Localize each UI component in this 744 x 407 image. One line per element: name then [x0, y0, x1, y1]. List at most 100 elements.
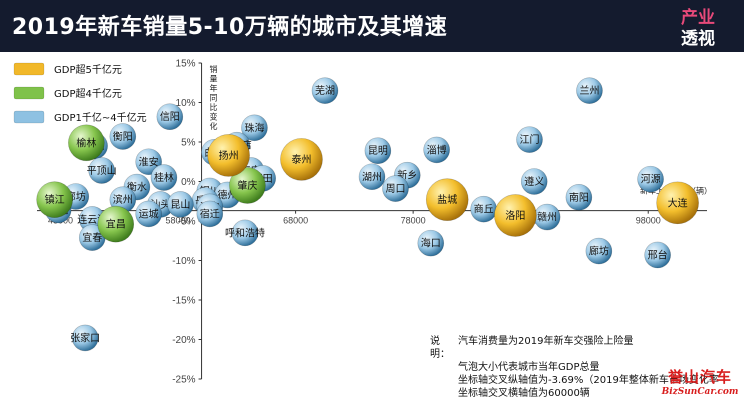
- bubble-circle: [207, 134, 250, 177]
- bubble-label: 商丘: [474, 203, 494, 216]
- bubble-label: 昆明: [368, 145, 388, 157]
- bubble-呼和浩特: 呼和浩特: [225, 219, 265, 247]
- bubble-商丘: 商丘: [470, 195, 497, 223]
- bubble-衡阳: 衡阳: [109, 123, 137, 150]
- note-row: 说明： 汽车消费量为2019年新车交强险上险量: [430, 335, 719, 361]
- note-label: 说明：: [430, 336, 450, 360]
- bubble-circle: [36, 181, 73, 218]
- bubble-label: 兰州: [579, 84, 599, 97]
- bubble-淄博: 淄博: [423, 136, 450, 164]
- bubble-circle: [68, 124, 105, 162]
- bubble-label: 湖州: [362, 171, 382, 183]
- bubble-宜昌: 宜昌: [97, 205, 135, 243]
- bubble-label: 河源: [641, 173, 661, 186]
- bubble-廊坊: 廊坊: [585, 237, 613, 265]
- scatter-chart: 15%10%5%0%-5%-10%-15%-20%-25%48000580006…: [13, 59, 712, 386]
- bubble-宜春: 宜春: [78, 224, 106, 251]
- bubble-label: 平顶山: [87, 165, 117, 177]
- bubble-label: 遵义: [524, 175, 544, 188]
- bubble-circle: [637, 165, 664, 193]
- legend-swatch: [13, 110, 45, 124]
- bubble-洛阳: 洛阳: [494, 194, 537, 237]
- bubble-昆明: 昆明: [364, 137, 392, 164]
- logo-line-2: 透视: [681, 28, 715, 48]
- y-tick-label: -10%: [172, 256, 195, 267]
- logo-line-1: 产业: [681, 7, 715, 28]
- bubble-昆山: 昆山: [167, 191, 194, 218]
- watermark: 誉山汽车 BizSunCar.com: [660, 366, 740, 397]
- bubble-信阳: 信阳: [156, 103, 184, 131]
- bubble-label: 宜春: [82, 231, 102, 244]
- bubble-南阳: 南阳: [565, 184, 593, 211]
- bubble-label: 宜昌: [106, 218, 126, 231]
- bubble-label: 肇庆: [237, 179, 257, 192]
- bubble-label: 芜湖: [315, 84, 335, 97]
- bubble-label: 呼和浩特: [225, 227, 265, 239]
- bubble-label: 衡阳: [113, 131, 133, 143]
- page-title: 2019年新车销量5-10万辆的城市及其增速: [12, 15, 448, 40]
- bubble-盐城: 盐城: [425, 178, 469, 221]
- note-label: [430, 387, 458, 400]
- bubble-circle: [196, 200, 224, 228]
- bubble-circle: [280, 138, 323, 181]
- bubble-circle: [150, 164, 178, 191]
- bubble-label: 赣州: [537, 211, 557, 224]
- bubble-circle: [156, 103, 184, 131]
- bubble-河源: 河源: [637, 165, 664, 193]
- note-row: 坐标轴交叉纵轴值为-3.69%（2019年整体新车市场变化率: [430, 374, 719, 387]
- x-tick-label: 98000: [636, 216, 661, 226]
- bubble-芜湖: 芜湖: [311, 77, 339, 104]
- bubble-circle: [97, 205, 135, 243]
- bubble-circle: [311, 77, 339, 104]
- bubble-label: 洛阳: [505, 209, 525, 222]
- legend-item: GDP超4千亿元: [13, 86, 122, 100]
- bubble-label: 桂林: [154, 171, 174, 184]
- x-tick-label: 78000: [401, 216, 426, 226]
- bubble-circle: [417, 229, 445, 257]
- bubble-肇庆: 肇庆: [229, 167, 266, 204]
- bubble-circle: [423, 136, 450, 164]
- bubble-label: 南阳: [569, 191, 589, 204]
- bubble-label: 廊坊: [589, 245, 609, 258]
- bubble-circle: [231, 219, 259, 247]
- bubble-湖州: 湖州: [358, 163, 386, 191]
- bubble-label: 海口: [421, 237, 441, 250]
- bubble-周口: 周口: [382, 175, 409, 202]
- bubble-label: 镇江: [45, 193, 65, 206]
- legend-label: GDP超5千亿元: [54, 63, 122, 76]
- bubble-circle: [425, 178, 469, 221]
- brand-logo: 产业 透视: [681, 7, 715, 48]
- bubble-label: 周口: [386, 183, 406, 195]
- bubble-label: 昆山: [170, 199, 190, 211]
- note-text: 坐标轴交叉纵轴值为-3.69%（2019年整体新车市场变化率: [458, 375, 719, 386]
- y-tick-label: -5%: [178, 217, 196, 228]
- bubble-label: 运城: [139, 208, 159, 220]
- legend-item: GDP超5千亿元: [13, 62, 122, 76]
- note-label: [430, 374, 458, 387]
- bubble-circle: [494, 194, 537, 237]
- y-tick-label: 0%: [181, 177, 196, 188]
- note-row: 坐标轴交叉横轴值为60000辆: [430, 387, 719, 400]
- bubble-circle: [576, 77, 603, 104]
- note-label: [430, 361, 458, 374]
- bubble-运城: 运城: [135, 200, 162, 228]
- y-tick-label: -15%: [172, 296, 195, 307]
- bubble-label: 扬州: [219, 149, 239, 162]
- bubble-label: 信阳: [160, 111, 180, 123]
- bubble-兰州: 兰州: [576, 77, 603, 104]
- bubble-label: 滨州: [113, 193, 133, 206]
- y-tick-label: 5%: [181, 138, 196, 149]
- bubble-circle: [88, 157, 115, 184]
- bubble-label: 淄博: [427, 143, 447, 156]
- y-tick-label: -20%: [172, 335, 195, 346]
- legend-item: GDP1千亿~4千亿元: [13, 110, 147, 124]
- y-tick-label: 10%: [176, 98, 196, 109]
- title-bar: 2019年新车销量5-10万辆的城市及其增速 产业 透视: [0, 0, 744, 52]
- x-tick-label: 68000: [283, 216, 308, 226]
- bubble-circle: [364, 137, 392, 164]
- watermark-en: BizSunCar.com: [661, 387, 739, 397]
- bubble-珠海: 珠海: [241, 114, 268, 142]
- legend-swatch: [13, 62, 45, 76]
- bubble-circle: [241, 114, 268, 142]
